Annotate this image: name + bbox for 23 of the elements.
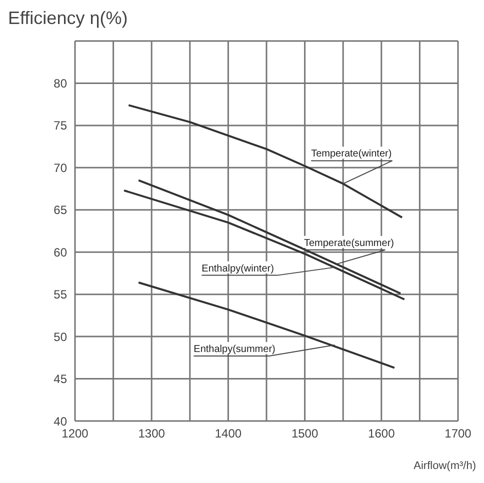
x-tick-label: 1600 <box>368 426 396 441</box>
x-tick-label: 1400 <box>214 426 242 441</box>
annotation: Temperate(summer) <box>304 238 394 249</box>
y-tick-label: 40 <box>54 414 68 428</box>
y-tick-label: 75 <box>54 118 68 133</box>
y-tick-label: 45 <box>54 372 68 386</box>
x-tick-label: 1700 <box>444 426 472 441</box>
x-tick-label: 1300 <box>138 426 166 441</box>
y-tick-label: 65 <box>54 203 68 218</box>
y-tick-label: 70 <box>54 160 68 175</box>
y-tick-label: 50 <box>54 330 68 344</box>
annotation: Enthalpy(winter) <box>202 263 274 274</box>
x-axis-title: Airflow(m³/h) <box>414 460 476 472</box>
x-tick-label: 1200 <box>62 426 89 441</box>
y-tick-label: 55 <box>54 288 68 302</box>
y-tick-label: 80 <box>54 76 68 90</box>
annotation: Temperate(winter) <box>311 148 392 160</box>
line-series <box>128 104 404 218</box>
x-tick-label: 1500 <box>291 426 318 441</box>
y-tick-label: 60 <box>54 245 68 260</box>
annotation: Enthalpy(summer) <box>194 344 276 355</box>
y-axis-title: Efficiency η(%) <box>8 8 128 28</box>
line-series <box>138 282 396 369</box>
